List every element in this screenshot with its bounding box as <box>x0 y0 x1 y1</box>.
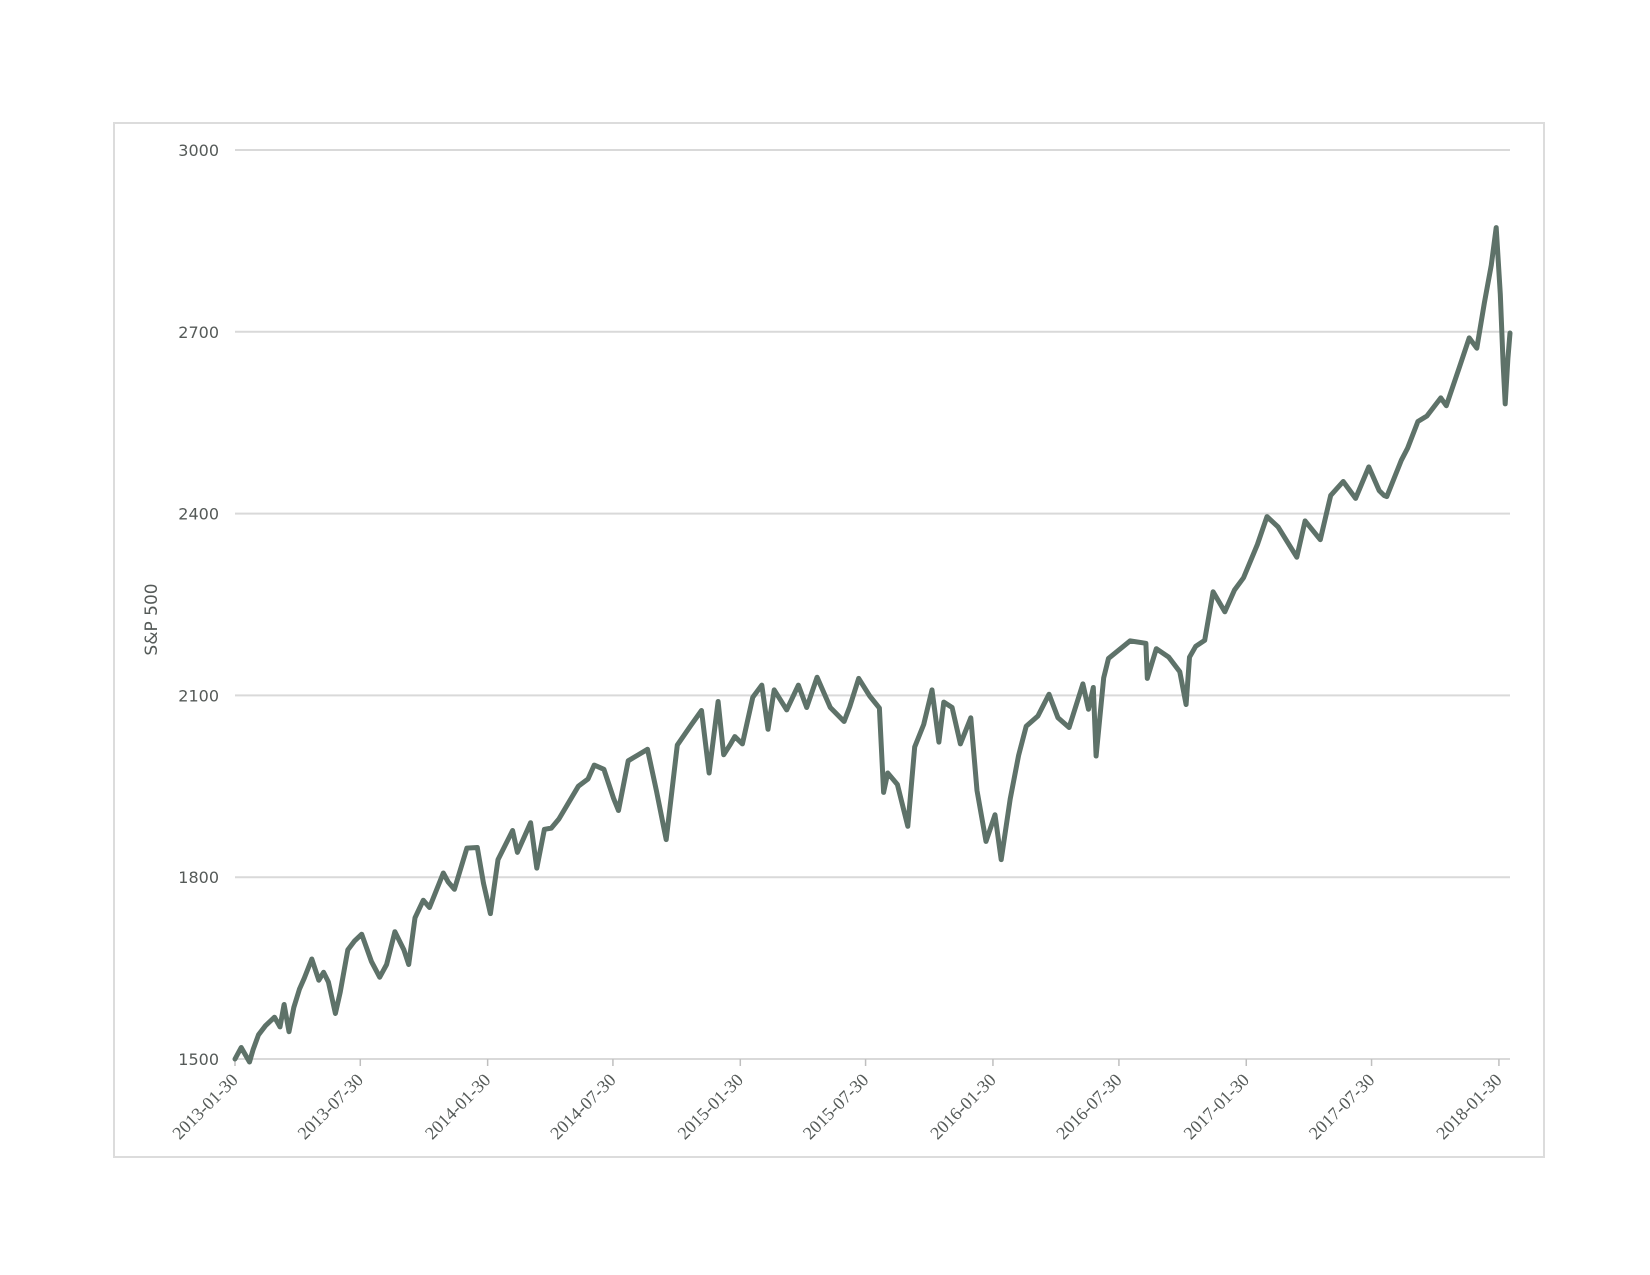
x-tick-label-2018-01-30: 2018-01-30 <box>1432 1070 1506 1144</box>
x-tick-label-2013-07-30: 2013-07-30 <box>294 1070 368 1144</box>
x-tick-label-2014-07-30: 2014-07-30 <box>546 1070 620 1144</box>
series-line-0 <box>232 225 1513 1065</box>
x-tick-label-2015-07-30: 2015-07-30 <box>799 1070 873 1144</box>
y-tick-label-1800: 1800 <box>178 868 219 887</box>
x-tick-label-2013-01-30: 2013-01-30 <box>168 1070 242 1144</box>
x-tick-label-2016-07-30: 2016-07-30 <box>1052 1070 1126 1144</box>
y-tick-label-2100: 2100 <box>178 686 219 705</box>
chart-frame: 1500 1800 2100 2400 2700 3000 2013-01-30 2013-… <box>113 122 1545 1158</box>
series-layer <box>232 225 1513 1065</box>
x-tick-label-2017-01-30: 2017-01-30 <box>1180 1070 1254 1144</box>
y-axis-title: S&P 500 <box>142 583 162 655</box>
y-axis-ticks: 1500 1800 2100 2400 2700 3000 <box>178 141 219 1069</box>
gridlines <box>235 149 1510 1060</box>
x-tick-label-2015-01-30: 2015-01-30 <box>674 1070 748 1144</box>
y-tick-label-3000: 3000 <box>178 141 219 160</box>
x-tick-label-2014-01-30: 2014-01-30 <box>421 1070 495 1144</box>
y-tick-label-1500: 1500 <box>178 1050 219 1069</box>
x-tick-label-2017-07-30: 2017-07-30 <box>1305 1070 1379 1144</box>
y-tick-label-2400: 2400 <box>178 505 219 524</box>
x-tick-label-2016-01-30: 2016-01-30 <box>926 1070 1000 1144</box>
y-tick-label-2700: 2700 <box>178 323 219 342</box>
x-axis-ticks: 2013-01-30 2013-07-30 2014-01-30 2014-07-30… <box>168 1059 1506 1144</box>
